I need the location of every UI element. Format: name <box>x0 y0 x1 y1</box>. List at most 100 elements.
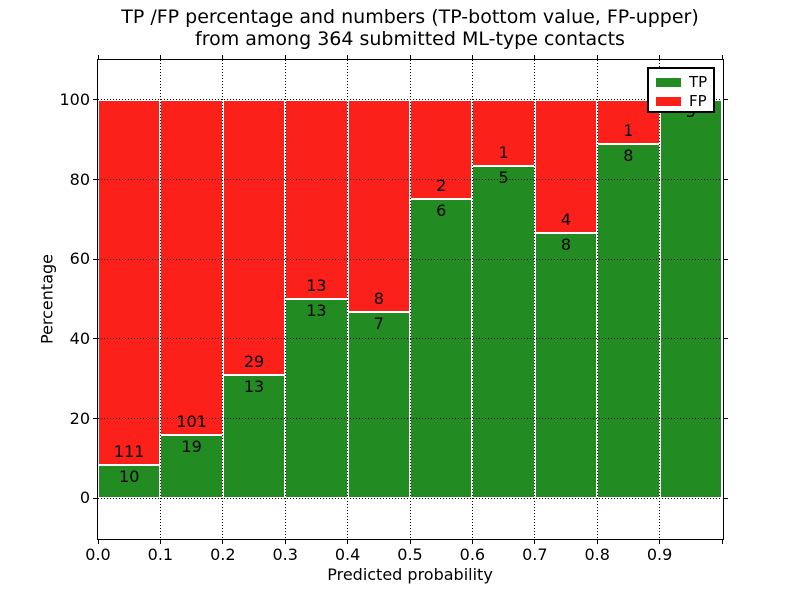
chart-title-line1: TP /FP percentage and numbers (TP-bottom… <box>121 6 699 28</box>
tick-mark <box>723 338 728 340</box>
tick-mark <box>471 54 473 59</box>
x-tick-label: 0.8 <box>584 545 610 564</box>
tick-mark <box>92 338 97 340</box>
bar-segment-tp <box>285 299 348 499</box>
bar-segment-fp <box>285 99 348 299</box>
gridline-x <box>659 60 661 538</box>
bar-label-tp: 10 <box>119 467 140 487</box>
legend-item-fp: FP <box>656 92 713 111</box>
y-tick-label: 20 <box>69 408 90 428</box>
bar-segment-fp <box>410 99 473 200</box>
chart-title-line2: from among 364 submitted ML-type contact… <box>195 28 625 50</box>
bar-segment-tp <box>472 166 535 499</box>
tick-mark <box>97 539 99 544</box>
tick-mark <box>347 539 349 544</box>
tick-mark <box>721 539 723 544</box>
x-tick-label: 0.0 <box>85 545 111 564</box>
bar-label-tp: 19 <box>181 437 202 457</box>
bar-segment-tp <box>222 374 286 499</box>
bar-segment-tp <box>597 144 660 499</box>
x-tick-label: 0.9 <box>646 545 673 564</box>
x-tick-label: 0.3 <box>272 545 298 564</box>
bar-label-tp: 6 <box>436 201 447 221</box>
tick-mark <box>222 54 224 59</box>
gridline-x <box>534 60 536 538</box>
bar-segment-fp <box>160 99 223 436</box>
tick-mark <box>284 54 286 59</box>
gridline-x <box>284 60 286 538</box>
tick-mark <box>723 258 728 260</box>
bar-segment-fp <box>98 99 161 466</box>
legend-label-tp: TP <box>689 73 708 91</box>
y-tick-label: 100 <box>59 89 90 109</box>
bar-label-fp: 4 <box>560 209 572 229</box>
tick-mark <box>222 539 224 544</box>
bar-segment-fp <box>472 99 535 167</box>
tick-mark <box>159 54 161 59</box>
tick-mark <box>409 539 411 544</box>
gridline-x <box>471 60 473 538</box>
bar-segment-tp <box>160 435 223 499</box>
y-tick-label: 60 <box>69 249 90 269</box>
bar-segment-tp <box>98 465 161 499</box>
bar-label-fp: 101 <box>176 412 207 432</box>
y-tick-label: 40 <box>69 328 90 348</box>
tick-mark <box>159 539 161 544</box>
bar-label-tp: 8 <box>560 234 572 254</box>
plot-area: 111101011929131313872615481805 <box>98 60 722 538</box>
tick-mark <box>92 179 97 180</box>
bar-segment-fp <box>222 99 286 375</box>
tick-mark <box>409 54 411 59</box>
tick-mark <box>596 539 598 544</box>
x-tick-label: 0.4 <box>334 545 361 564</box>
y-tick-label: 80 <box>69 169 90 189</box>
gridline-x <box>409 60 411 538</box>
bar-label-tp: 7 <box>373 314 384 334</box>
x-tick-label: 0.7 <box>522 545 548 564</box>
bar-label-tp: 5 <box>498 168 509 188</box>
bar-label-fp: 2 <box>436 176 447 196</box>
bar-label-fp: 13 <box>306 276 327 295</box>
bar-label-tp: 13 <box>306 301 327 320</box>
tick-mark <box>471 539 473 544</box>
x-tick-label: 0.2 <box>210 545 236 564</box>
bar-label-fp: 29 <box>243 351 265 371</box>
tick-mark <box>534 539 536 544</box>
gridline-y <box>98 258 722 260</box>
legend-item-tp: TP <box>656 73 713 92</box>
bar-segment-tp <box>410 199 473 499</box>
tick-mark <box>659 54 661 59</box>
tick-mark <box>92 418 97 419</box>
x-tick-label: 0.6 <box>459 545 486 564</box>
y-tick-label: 0 <box>79 488 90 508</box>
x-tick-label: 0.5 <box>397 545 423 564</box>
legend-label-fp: FP <box>689 92 707 110</box>
tick-mark <box>723 99 728 101</box>
chart-title: TP /FP percentage and numbers (TP-bottom… <box>98 6 722 50</box>
tick-mark <box>721 54 723 59</box>
bar-label-tp: 8 <box>623 146 634 166</box>
bar-segment-fp <box>534 99 598 233</box>
bar-segment-tp <box>534 232 598 499</box>
tick-mark <box>723 179 728 180</box>
bar-label-fp: 1 <box>623 121 634 141</box>
gridline-x <box>159 60 161 538</box>
gridline-y <box>98 179 722 180</box>
bar-label-fp: 1 <box>498 143 509 163</box>
gridline-x <box>596 60 598 538</box>
bar-label-tp: 13 <box>243 376 265 396</box>
bar-segment-fp <box>347 99 410 313</box>
gridline-y <box>98 99 722 101</box>
tick-mark <box>659 539 661 544</box>
tick-mark <box>284 539 286 544</box>
bar-label-fp: 111 <box>113 442 145 462</box>
legend: TP FP <box>647 67 715 113</box>
gridline-y <box>98 418 722 419</box>
tick-mark <box>347 54 349 59</box>
tick-mark <box>92 258 97 260</box>
fp-color-swatch-icon <box>656 97 681 106</box>
tick-mark <box>723 497 728 499</box>
tick-mark <box>596 54 598 59</box>
gridline-x <box>347 60 349 538</box>
gridline-y <box>98 497 722 499</box>
